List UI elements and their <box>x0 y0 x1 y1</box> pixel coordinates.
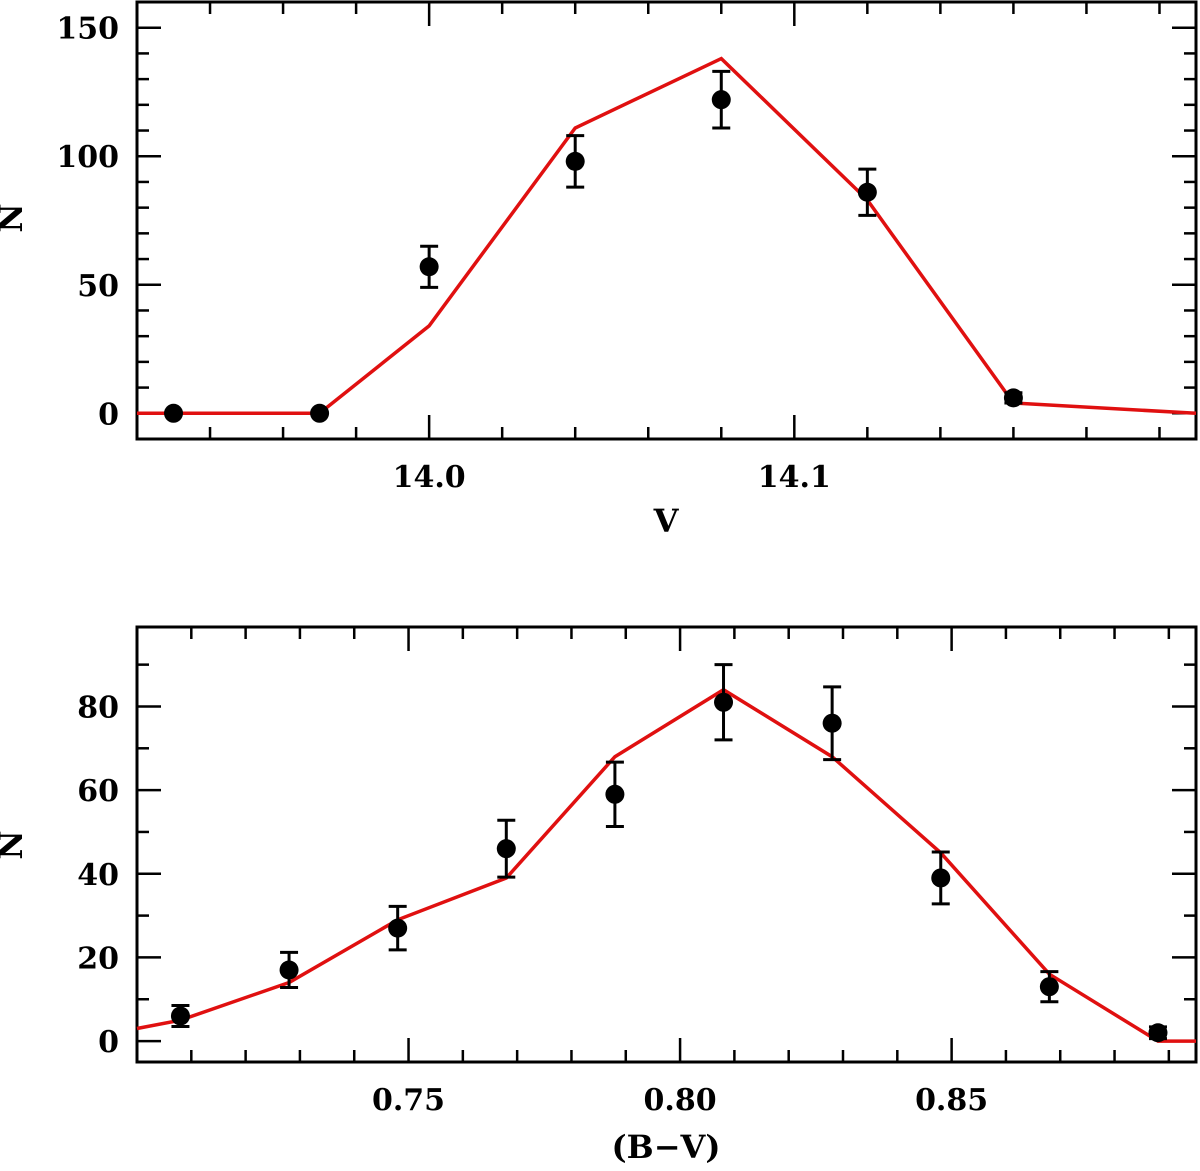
panel0-y-tick-label: 150 <box>56 12 119 47</box>
panel1-data-point <box>388 918 408 938</box>
panel0-x-axis-title: V <box>653 502 680 540</box>
panel1-x-tick-label: 0.80 <box>644 1083 717 1118</box>
panel0-model-line <box>137 56 1197 416</box>
panel1-y-tick-label: 20 <box>77 941 119 976</box>
panel0-y-tick-label: 50 <box>77 269 119 304</box>
panel1-model-line <box>136 687 1196 1043</box>
panel0-data-point <box>310 403 330 423</box>
panel0-y-axis-title: N <box>0 203 30 232</box>
panel1-y-tick-label: 60 <box>77 774 119 809</box>
panel0-plot-frame <box>135 0 1198 441</box>
panel1-data-point <box>496 839 516 859</box>
panel1-x-tick-label: 0.85 <box>915 1083 988 1118</box>
panel1-data-point <box>605 784 625 804</box>
bottom-panel-bv-histogram: 0.75 0.80 0.85 0 20 40 60 80 (B−V) N <box>0 625 1198 1166</box>
panel0-data-point <box>857 182 877 202</box>
panel1-x-axis-title: (B−V) <box>612 1128 721 1166</box>
panel1-data-point <box>714 692 734 712</box>
panel0-data-point <box>1003 388 1023 408</box>
panel1-data-point <box>931 868 951 888</box>
panel0-data-point <box>711 90 731 110</box>
panel0-x-tick-label: 14.0 <box>393 460 466 495</box>
panel1-data-point <box>1039 977 1059 997</box>
panel0-data-point <box>419 257 439 277</box>
top-panel-v-histogram: 14.0 14.1 0 50 100 150 V N <box>0 0 1198 540</box>
panel0-y-tick-label: 0 <box>98 397 119 432</box>
panel1-y-tick-label: 80 <box>77 690 119 725</box>
panel1-y-tick-label: 40 <box>77 858 119 893</box>
panel1-y-tick-label: 0 <box>98 1025 119 1060</box>
panel1-data-point <box>1148 1023 1168 1043</box>
panel0-data-point <box>164 403 184 423</box>
panel1-data-point <box>279 960 299 980</box>
panel1-data-point <box>822 713 842 733</box>
panel0-data-point <box>565 151 585 171</box>
panel1-x-tick-label: 0.75 <box>372 1083 445 1118</box>
panel1-plot-frame <box>135 625 1198 1064</box>
panel0-y-tick-label: 100 <box>56 140 119 175</box>
panel0-x-tick-label: 14.1 <box>758 460 831 495</box>
panel1-data-point <box>170 1006 190 1026</box>
panel1-y-axis-title: N <box>0 830 30 859</box>
